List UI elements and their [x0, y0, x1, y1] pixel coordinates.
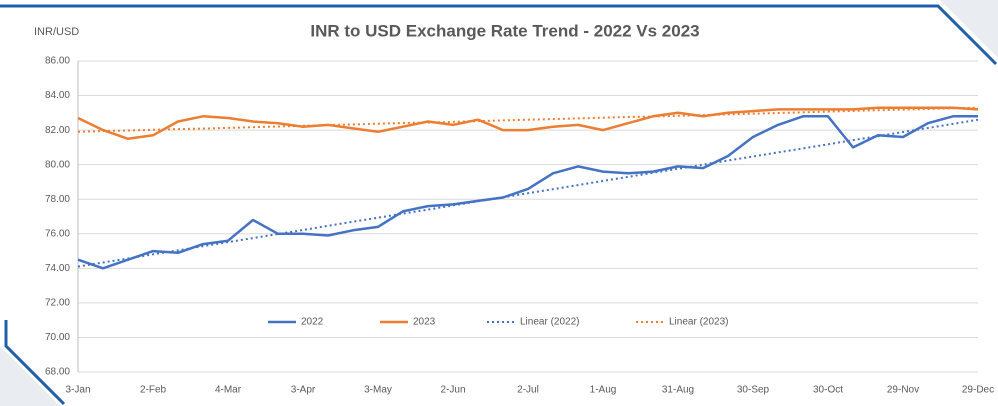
- x-tick-label: 2-Jul: [517, 385, 539, 396]
- x-tick-label: 31-Aug: [662, 385, 694, 396]
- x-tick-label: 2-Feb: [140, 385, 167, 396]
- x-tick-label: 1-Aug: [590, 385, 617, 396]
- x-tick-label: 3-May: [364, 385, 392, 396]
- series-line: [77, 106, 979, 141]
- frame-top: [0, 4, 998, 66]
- y-tick-label: 70.00: [45, 332, 70, 343]
- legend-label: Linear (2023): [669, 317, 728, 328]
- y-tick-label: 78.00: [45, 194, 70, 205]
- x-tick-label: 2-Jun: [440, 385, 465, 396]
- y-axis-label: INR/USD: [34, 26, 79, 38]
- x-tick-label: 4-Mar: [215, 385, 242, 396]
- frame-bottom: [4, 320, 66, 406]
- x-tick-label: 30-Oct: [813, 385, 843, 396]
- legend-label: 2023: [413, 317, 436, 328]
- y-tick-label: 80.00: [45, 159, 70, 170]
- trend-line: [77, 106, 979, 133]
- y-tick-label: 76.00: [45, 228, 70, 239]
- x-tick-label: 3-Jan: [65, 385, 90, 396]
- y-tick-label: 82.00: [45, 125, 70, 136]
- trend-line: [77, 118, 979, 268]
- y-tick-label: 74.00: [45, 263, 70, 274]
- y-tick-label: 84.00: [45, 90, 70, 101]
- x-tick-label: 29-Dec: [962, 385, 994, 396]
- chart-title: INR to USD Exchange Rate Trend - 2022 Vs…: [310, 21, 699, 40]
- legend-label: Linear (2022): [520, 317, 579, 328]
- x-tick-label: 3-Apr: [291, 385, 316, 396]
- y-tick-label: 72.00: [45, 298, 70, 309]
- series-line: [77, 115, 978, 270]
- y-tick-label: 68.00: [45, 367, 70, 378]
- legend-label: 2022: [301, 317, 324, 328]
- x-tick-label: 30-Sep: [737, 385, 770, 396]
- y-tick-label: 86.00: [45, 56, 70, 67]
- x-tick-label: 29-Nov: [887, 385, 919, 396]
